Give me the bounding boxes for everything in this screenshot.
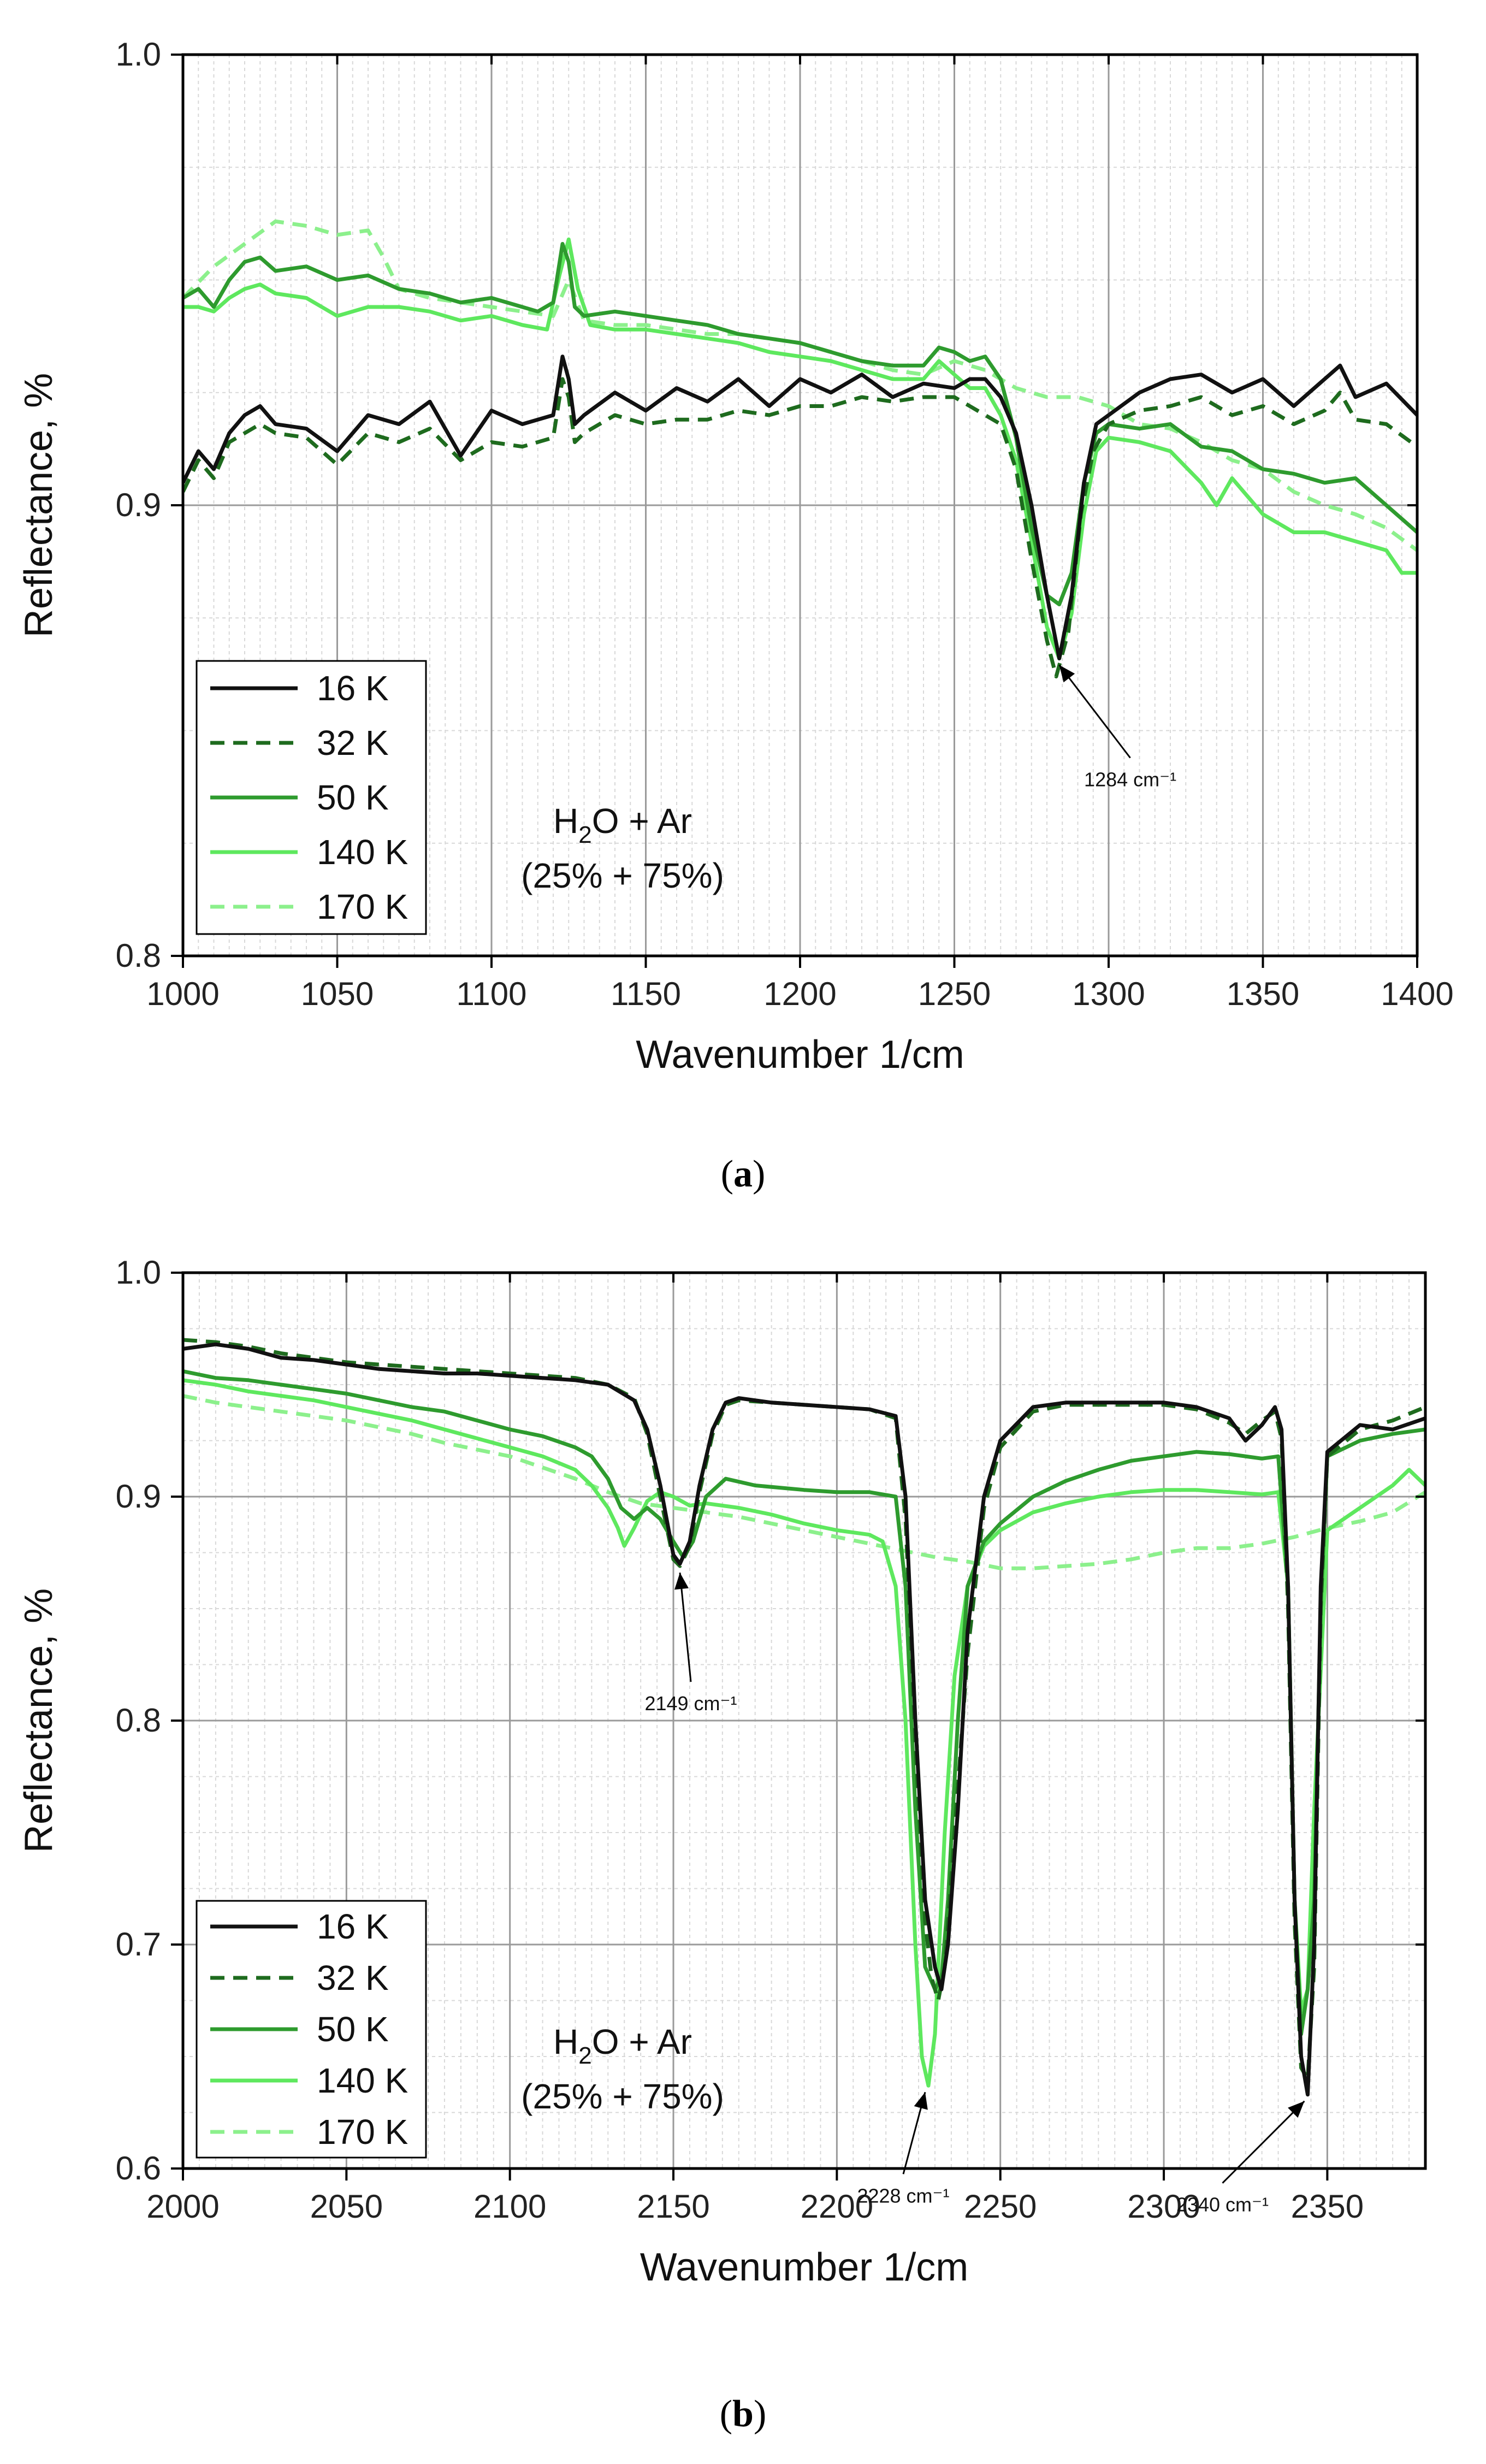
x-tick-label: 1350 — [1227, 976, 1299, 1012]
series-line-170k — [183, 1394, 1425, 1570]
annotation-label: 2149 cm⁻¹ — [644, 1692, 737, 1715]
legend: 16 K 32 K 50 K 140 K 170 K — [196, 660, 427, 935]
x-tick-label: 2350 — [1291, 2188, 1364, 2225]
annotation-arrow — [1058, 664, 1131, 759]
annotation-arrowhead — [914, 2092, 928, 2110]
legend-entry: 16 K — [317, 1907, 389, 1946]
x-tick-label: 1300 — [1072, 976, 1145, 1012]
y-tick-label: 0.8 — [116, 937, 161, 974]
x-tick-label: 2100 — [473, 2188, 546, 2225]
x-tick-label: 2250 — [964, 2188, 1037, 2225]
series-line-32k — [183, 377, 1417, 678]
x-tick-label: 1150 — [611, 976, 681, 1012]
y-axis-title: Reflectance, % — [17, 373, 61, 637]
legend-entry: 170 K — [317, 2112, 408, 2152]
x-tick-label: 2150 — [637, 2188, 709, 2225]
x-tick-label: 1050 — [301, 976, 374, 1012]
legend-entry: 50 K — [317, 778, 389, 817]
annotation-arrowhead — [1059, 665, 1075, 683]
x-axis-title: Wavenumber 1/cm — [640, 2246, 969, 2289]
y-tick-label: 1.0 — [116, 1254, 161, 1291]
legend-entry: 140 K — [317, 2061, 408, 2100]
annotation-arrowhead — [674, 1573, 689, 1590]
annotations: 1284 cm⁻¹ — [1058, 664, 1176, 791]
legend-entry: 140 K — [317, 832, 408, 872]
annotation-arrow — [1222, 2100, 1305, 2184]
chart-panel-a: 1000 1050 1100 1150 1200 1250 1300 1350 1400 0.8 0… — [0, 0, 1486, 1224]
x-tick-label: 2200 — [801, 2188, 873, 2225]
composition-ratio: (25% + 75%) — [521, 2077, 724, 2116]
x-tick-label: 2000 — [146, 2188, 219, 2225]
annotation-label: 2228 cm⁻¹ — [857, 2184, 949, 2207]
annotations: 2149 cm⁻¹ 2228 cm⁻¹ 2340 cm⁻¹ — [644, 1572, 1305, 2216]
legend-entry: 32 K — [317, 1958, 389, 1998]
y-tick-label: 0.8 — [116, 1702, 161, 1739]
x-tick-label: 1100 — [456, 976, 526, 1012]
x-axis-title: Wavenumber 1/cm — [636, 1033, 964, 1077]
x-tick-label: 1200 — [763, 976, 836, 1012]
legend-entry: 170 K — [317, 887, 408, 926]
x-tick-label: 2300 — [1127, 2188, 1200, 2225]
caption-a-label: a — [733, 1153, 753, 1195]
series-line-50k — [183, 242, 1417, 606]
caption-b-label: b — [732, 2393, 754, 2435]
series-group — [183, 219, 1417, 678]
annotation-arrow — [679, 1572, 692, 1682]
composition-formula: H2O + Ar — [553, 801, 692, 848]
caption-a: (a) — [720, 1153, 766, 1195]
chart-b: 2000 2050 2100 2150 2200 2250 2300 2350 0.6 0.7 0.… — [17, 1254, 1427, 2289]
chart-panel-b: 2000 2050 2100 2150 2200 2250 2300 2350 0.6 0.7 0.… — [0, 1224, 1486, 2464]
chart-a: 1000 1050 1100 1150 1200 1250 1300 1350 1400 0.8 0… — [17, 36, 1454, 1077]
caption-b: (b) — [719, 2393, 767, 2435]
series-line-16k — [183, 354, 1417, 660]
y-tick-label: 0.7 — [116, 1926, 161, 1963]
x-tick-label: 1250 — [918, 976, 991, 1012]
annotation-arrowhead — [1288, 2101, 1305, 2118]
y-axis-title: Reflectance, % — [17, 1588, 61, 1853]
x-tick-label: 2050 — [310, 2188, 383, 2225]
legend: 16 K 32 K 50 K 140 K 170 K — [196, 1900, 427, 2159]
series-line-16k — [183, 1342, 1425, 2097]
y-tick-label: 1.0 — [116, 36, 161, 73]
composition-formula: H2O + Ar — [553, 2022, 692, 2069]
annotation-label: 2340 cm⁻¹ — [1176, 2194, 1269, 2216]
axis-ticks: 2000 2050 2100 2150 2200 2250 2300 2350 0.6 0.7 0.… — [116, 1254, 1425, 2225]
y-tick-label: 0.6 — [116, 2150, 161, 2187]
legend-entry: 32 K — [317, 723, 389, 763]
y-tick-label: 0.9 — [116, 1478, 161, 1515]
x-tick-label: 1000 — [146, 976, 219, 1012]
x-tick-label: 1400 — [1381, 976, 1453, 1012]
axis-ticks: 1000 1050 1100 1150 1200 1250 1300 1350 1400 0.8 0… — [116, 36, 1454, 1012]
composition-ratio: (25% + 75%) — [521, 856, 724, 895]
y-tick-label: 0.9 — [116, 487, 161, 523]
legend-entry: 16 K — [317, 669, 389, 708]
annotation-label: 1284 cm⁻¹ — [1084, 769, 1176, 791]
legend-entry: 50 K — [317, 2010, 389, 2049]
series-line-140k — [183, 237, 1417, 660]
series-group — [183, 1338, 1425, 2097]
